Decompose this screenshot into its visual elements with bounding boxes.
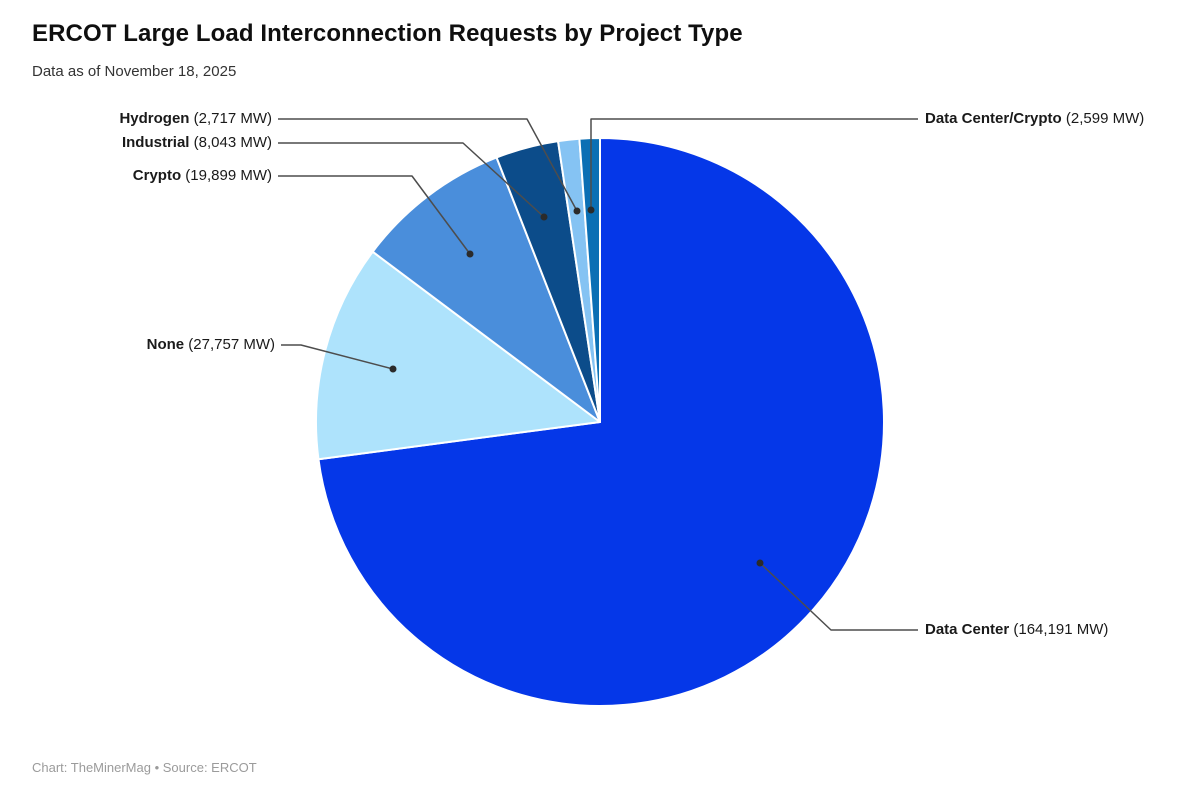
- leader-line-industrial: [278, 142, 545, 218]
- callout-none-value: (27,757 MW): [188, 336, 275, 353]
- callout-data-center-label: Data Center: [925, 621, 1010, 638]
- pie-slice-data-center[interactable]: [317, 137, 885, 707]
- chart-credit: Chart: TheMinerMag • Source: ERCOT: [32, 760, 257, 775]
- callout-hydrogen-value: (2,717 MW): [193, 110, 272, 127]
- callout-none-label: None: [146, 336, 185, 353]
- leader-dot-industrial: [540, 213, 548, 221]
- callout-crypto: Crypto (19,899 MW): [133, 166, 272, 186]
- callout-data-center: Data Center (164,191 MW): [925, 620, 1108, 640]
- leader-line-crypto: [278, 175, 471, 255]
- callout-data-center-crypto-value: (2,599 MW): [1065, 110, 1145, 127]
- leader-line-data-center-crypto: [590, 118, 918, 210]
- chart-subtitle: Data as of November 18, 2025: [32, 63, 237, 80]
- leader-dot-data-center-crypto: [587, 206, 595, 214]
- leader-line-none: [281, 344, 394, 370]
- leader-line-data-center: [759, 562, 918, 631]
- callout-hydrogen-label: Hydrogen: [119, 110, 190, 127]
- callout-data-center-crypto-label: Data Center/Crypto: [925, 110, 1062, 127]
- leader-line-hydrogen: [278, 118, 578, 212]
- leader-dot-crypto: [466, 250, 474, 258]
- pie-slice-none[interactable]: [315, 250, 601, 461]
- callout-industrial: Industrial (8,043 MW): [122, 133, 272, 153]
- chart-title: ERCOT Large Load Interconnection Request…: [32, 20, 743, 47]
- pie-slice-data-center-crypto[interactable]: [578, 137, 601, 423]
- pie-slice-crypto[interactable]: [371, 156, 601, 423]
- callout-data-center-crypto: Data Center/Crypto (2,599 MW): [925, 109, 1144, 129]
- callout-data-center-value: (164,191 MW): [1013, 621, 1109, 638]
- callout-none: None (27,757 MW): [147, 335, 275, 355]
- callout-industrial-value: (8,043 MW): [193, 134, 272, 151]
- leader-dot-none: [389, 365, 397, 373]
- leader-dot-hydrogen: [573, 207, 581, 215]
- callout-hydrogen: Hydrogen (2,717 MW): [119, 109, 272, 129]
- leader-dot-data-center: [756, 559, 764, 567]
- callout-industrial-label: Industrial: [121, 134, 190, 151]
- callout-crypto-value: (19,899 MW): [185, 167, 272, 184]
- callout-crypto-label: Crypto: [132, 167, 182, 184]
